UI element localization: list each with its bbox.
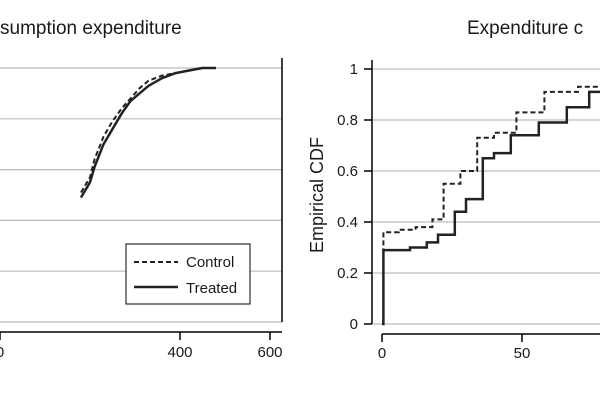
- left-x-tick-label-600: 600: [257, 344, 282, 361]
- right-series-control: [382, 85, 600, 325]
- right-y-tick-label-5: 1: [350, 61, 358, 78]
- right-chart-gridlines: [373, 68, 600, 325]
- left-x-tick-label-400: 400: [167, 344, 192, 361]
- legend: Control Treated: [125, 243, 251, 305]
- left-series-treated: [79, 66, 216, 199]
- left-chart-x-ticks: 0 400 600: [0, 332, 283, 361]
- right-chart-title: Expenditure c: [467, 18, 583, 39]
- right-y-tick-label-2: 0.4: [337, 214, 358, 231]
- left-chart-title: sumption expenditure: [0, 18, 182, 39]
- right-x-tick-label-50: 50: [514, 345, 531, 362]
- left-chart-gridlines: [0, 67, 282, 323]
- legend-treated-label: Treated: [186, 280, 237, 297]
- right-chart-y-axis-label: Empirical CDF: [307, 137, 327, 253]
- legend-control-label: Control: [186, 254, 234, 271]
- right-series-treated: [382, 90, 600, 326]
- right-chart-x-ticks: 0 50: [378, 334, 531, 362]
- left-x-tick-label-0: 0: [0, 344, 4, 361]
- right-chart-y-ticks: 0 0.2 0.4 0.6 0.8 1: [337, 61, 372, 333]
- right-chart-series: [382, 85, 600, 326]
- right-x-tick-label-0: 0: [378, 345, 386, 362]
- right-y-tick-label-0: 0: [350, 316, 358, 333]
- left-chart-series: [79, 66, 216, 199]
- legend-box: [125, 243, 251, 305]
- right-y-tick-label-3: 0.6: [337, 163, 358, 180]
- right-y-tick-label-1: 0.2: [337, 265, 358, 282]
- right-y-tick-label-4: 0.8: [337, 112, 358, 129]
